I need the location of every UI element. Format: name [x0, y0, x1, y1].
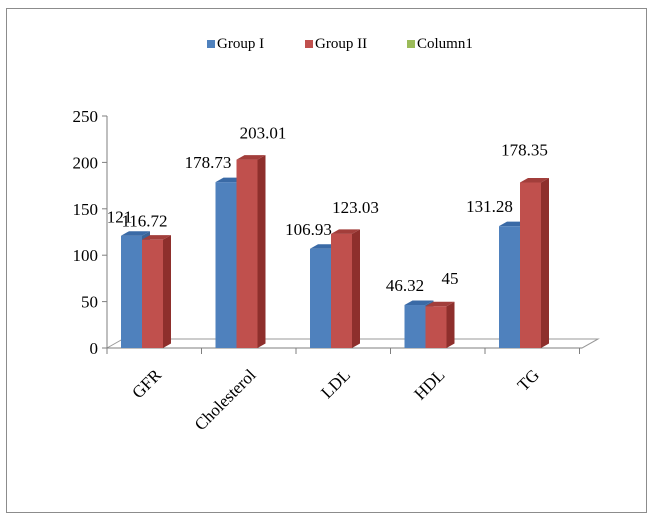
bar-top — [142, 235, 171, 240]
legend-swatch-group-ii — [305, 40, 313, 48]
legend-label-group-i: Group I — [217, 36, 264, 52]
bar-front — [215, 182, 237, 348]
bar-side — [163, 235, 171, 348]
chart-svg: Group I Group II Column1 0 50 100 150 200 250 GF… — [73, 36, 600, 434]
bar-front — [520, 182, 541, 348]
legend-swatch-group-i — [207, 40, 215, 48]
bar-top — [404, 300, 434, 306]
bar-front — [121, 235, 142, 348]
x-tick-label-ldl: LDL — [317, 365, 354, 402]
bar-front — [425, 306, 447, 348]
bar-top — [425, 301, 455, 307]
data-label-group-ii-gfr: 116.72 — [121, 212, 167, 231]
y-tick-label-0: 0 — [90, 339, 99, 358]
bar-group-ii-ldl — [331, 229, 360, 348]
bar-front — [499, 226, 520, 348]
legend: Group I Group II Column1 — [207, 36, 473, 52]
data-label-group-i-ldl: 106.93 — [285, 220, 332, 239]
data-label-group-i-hdl: 46.32 — [386, 276, 424, 295]
legend-swatch-column1 — [407, 40, 415, 48]
data-label-group-i-gfr: 121 — [107, 208, 133, 227]
chart-frame: Group I Group II Column1 0 50 100 150 200 250 GF… — [6, 8, 647, 513]
bars — [121, 155, 549, 348]
data-label-group-ii-hdl: 45 — [442, 269, 459, 288]
legend-label-group-ii: Group II — [315, 36, 367, 52]
bar-top — [236, 155, 266, 160]
x-tick-label-gfr: GFR — [128, 365, 165, 402]
bar-top — [331, 229, 360, 234]
y-tick-label-100: 100 — [73, 246, 99, 265]
data-label-group-ii-ldl: 123.03 — [332, 198, 379, 217]
legend-label-column1: Column1 — [417, 36, 473, 52]
bar-group-ii-gfr — [142, 235, 171, 348]
y-tick-label-150: 150 — [73, 200, 99, 219]
bar-side — [352, 229, 360, 348]
y-tick-label-50: 50 — [81, 293, 98, 312]
x-tick-label-tg: TG — [514, 365, 543, 394]
bar-side — [257, 155, 266, 348]
bar-side — [446, 301, 455, 348]
bar-group-ii-tg — [520, 177, 549, 348]
bar-front — [310, 248, 331, 348]
bar-top — [121, 231, 150, 236]
y-tick-label-250: 250 — [73, 107, 99, 126]
bar-group-ii-hdl — [425, 301, 455, 348]
bar-front — [404, 305, 426, 348]
x-tick-label-hdl: HDL — [410, 365, 448, 403]
data-label-group-ii-cholesterol: 203.01 — [240, 124, 287, 143]
bar-side — [541, 177, 549, 348]
data-label-group-i-tg: 131.28 — [466, 197, 513, 216]
x-tick-label-cholesterol: Cholesterol — [191, 365, 260, 434]
data-label-group-i-cholesterol: 178.73 — [185, 153, 232, 172]
bar-front — [236, 159, 258, 348]
y-tick-label-200: 200 — [73, 153, 99, 172]
bar-group-ii-cholesterol — [236, 155, 266, 348]
data-label-group-ii-tg: 178.35 — [501, 140, 548, 159]
bar-front — [331, 233, 352, 348]
bar-front — [142, 239, 163, 348]
bar-top — [520, 177, 549, 183]
floor-right-edge — [581, 338, 599, 349]
